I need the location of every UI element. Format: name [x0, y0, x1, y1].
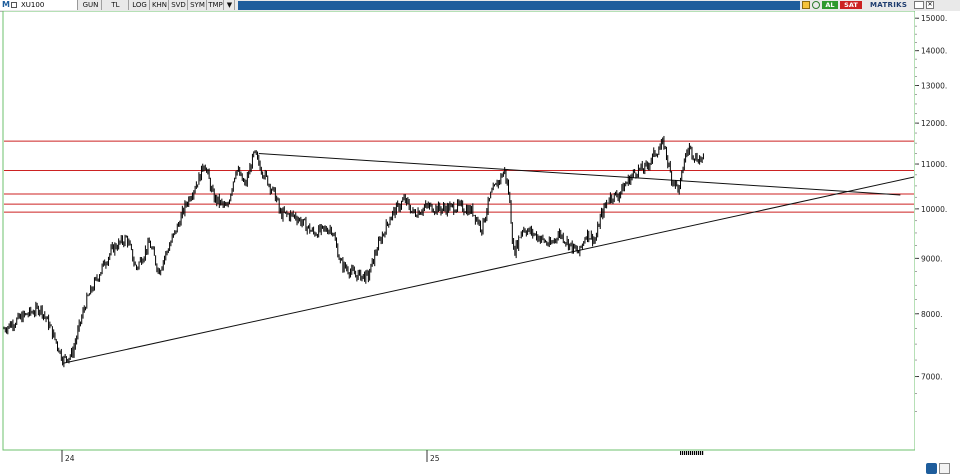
footer — [0, 462, 960, 476]
toolbar-button-tmp[interactable]: TMP — [208, 0, 224, 10]
close-icon[interactable]: ✕ — [926, 1, 934, 9]
y-tick-label-8: 15000. — [921, 14, 947, 23]
y-tick-label-7: 14000. — [921, 47, 947, 56]
toolbar-button-tl[interactable]: TL — [103, 0, 129, 10]
y-tick-label-5: 12000. — [921, 119, 947, 128]
grid-icon[interactable] — [939, 463, 950, 474]
buy-badge[interactable]: AL — [822, 1, 838, 9]
dropdown-arrow-icon[interactable]: ▼ — [225, 0, 235, 10]
trend-lines — [63, 152, 915, 364]
y-axis: 7000. 8000. 9000. 10000. 11000. 12000. 13000. 1… — [915, 14, 947, 412]
x-marker-6 — [692, 451, 694, 455]
toolbar-button-sym[interactable]: SYM — [189, 0, 207, 10]
x-marker-1 — [682, 451, 684, 455]
x-marker-9 — [698, 451, 700, 455]
trend-line-0 — [63, 176, 915, 364]
price-chart: 7000. 8000. 9000. 10000. 11000. 12000. 13000. 1… — [2, 11, 960, 462]
y-tick-label-4: 11000. — [921, 160, 947, 169]
y-tick-label-3: 10000. — [921, 205, 947, 214]
symbol-box[interactable]: M XU100 — [0, 0, 78, 10]
x-tick-label-1: 25 — [430, 454, 440, 462]
plot-area — [2, 11, 916, 451]
x-tick-label-0: 24 — [65, 454, 75, 462]
refresh-icon[interactable] — [812, 1, 820, 9]
x-marker-2 — [684, 451, 686, 455]
menu-icon[interactable] — [914, 1, 924, 9]
y-tick-label-1: 8000. — [921, 310, 942, 319]
support-resistance-lines — [4, 140, 914, 213]
x-marker-11 — [702, 451, 704, 455]
y-tick-label-6: 13000. — [921, 82, 947, 91]
toolbar-button-svd[interactable]: SVD — [170, 0, 188, 10]
title-bar — [238, 1, 800, 10]
scroll-icon[interactable] — [926, 463, 937, 474]
x-marker-10 — [700, 451, 702, 455]
x-marker-3 — [686, 451, 688, 455]
price-series — [3, 135, 704, 368]
symbol-label: XU100 — [21, 1, 45, 9]
toolbar-button-gun[interactable]: GUN — [80, 0, 102, 10]
x-marker-7 — [694, 451, 696, 455]
x-marker-0 — [680, 451, 682, 455]
matriks-m-icon: M — [2, 0, 10, 9]
y-tick-label-0: 7000. — [921, 373, 942, 382]
y-tick-label-2: 9000. — [921, 254, 942, 263]
trend-line-1 — [258, 152, 901, 196]
x-marker-8 — [696, 451, 698, 455]
toolbar-button-khn[interactable]: KHN — [151, 0, 169, 10]
toolbar-button-log[interactable]: LOG — [130, 0, 150, 10]
search-icon[interactable] — [11, 2, 17, 8]
x-axis: 24 25 — [3, 449, 915, 462]
brand-label: MATRIKS — [870, 1, 908, 9]
stats-icon[interactable] — [802, 1, 810, 9]
sell-badge[interactable]: SAT — [840, 1, 862, 9]
x-marker-5 — [690, 451, 692, 455]
x-marker-4 — [688, 451, 690, 455]
axis-panel — [915, 11, 960, 462]
